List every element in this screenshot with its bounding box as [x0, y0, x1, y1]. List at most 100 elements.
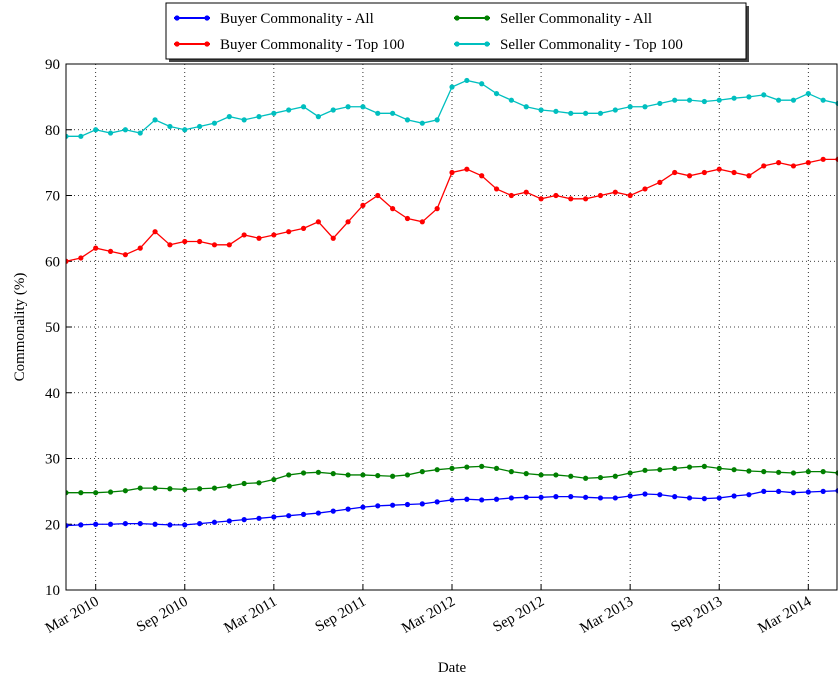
- point: [479, 497, 485, 503]
- point: [449, 465, 455, 471]
- point: [286, 472, 292, 478]
- point: [122, 252, 128, 258]
- point: [271, 476, 277, 483]
- point: [226, 242, 232, 248]
- point: [568, 110, 574, 116]
- point: [315, 114, 321, 120]
- point: [152, 117, 158, 123]
- plot-area: [66, 77, 838, 529]
- point: [701, 463, 707, 469]
- point: [404, 472, 411, 478]
- point: [271, 232, 277, 238]
- point: [449, 497, 455, 503]
- point: [107, 521, 114, 527]
- y-tick-label: 40: [45, 386, 60, 402]
- point: [746, 94, 752, 100]
- point: [360, 472, 366, 478]
- x-tick-label: Mar 2011: [221, 594, 279, 637]
- point: [66, 490, 69, 496]
- point: [761, 469, 767, 475]
- point: [642, 491, 648, 497]
- point: [493, 465, 500, 471]
- point: [330, 508, 336, 514]
- point: [137, 245, 143, 251]
- point: [776, 469, 782, 475]
- point: [197, 486, 203, 492]
- point: [286, 107, 292, 113]
- point: [657, 179, 663, 185]
- point: [479, 173, 485, 179]
- point: [167, 242, 173, 248]
- point: [612, 107, 618, 113]
- point: [66, 258, 69, 264]
- point: [583, 196, 589, 202]
- point: [211, 120, 218, 126]
- point: [686, 464, 693, 470]
- point: [672, 465, 678, 471]
- point: [256, 480, 262, 486]
- point: [597, 495, 604, 501]
- point: [419, 501, 425, 507]
- point: [404, 501, 411, 508]
- x-tick-label: Sep 2011: [313, 594, 369, 636]
- x-tick-label: Sep 2010: [134, 594, 191, 636]
- point: [553, 472, 559, 478]
- y-tick-label: 30: [45, 452, 60, 468]
- point: [627, 493, 633, 499]
- point: [716, 97, 722, 103]
- y-tick-label: 50: [45, 320, 60, 336]
- point: [375, 503, 381, 509]
- point: [449, 84, 455, 90]
- point: [93, 245, 99, 251]
- point: [805, 489, 811, 495]
- point: [226, 518, 232, 524]
- point: [597, 192, 604, 199]
- point: [390, 110, 396, 116]
- point: [286, 229, 292, 235]
- point: [746, 468, 752, 474]
- point: [404, 215, 411, 222]
- point: [701, 169, 707, 176]
- point: [167, 522, 173, 528]
- point: [375, 110, 381, 116]
- point: [315, 219, 321, 225]
- point: [657, 467, 663, 473]
- point: [419, 120, 425, 126]
- point: [701, 98, 707, 105]
- point: [152, 485, 158, 491]
- point: [538, 107, 544, 113]
- point: [464, 496, 470, 502]
- plot-frame: [65, 63, 838, 591]
- point: [390, 206, 396, 212]
- point: [66, 133, 69, 139]
- point: [820, 469, 826, 475]
- point: [731, 169, 737, 176]
- point: [345, 104, 351, 110]
- point: [464, 77, 470, 84]
- point: [330, 235, 336, 241]
- point: [93, 490, 99, 496]
- point: [686, 173, 693, 179]
- point: [256, 235, 262, 241]
- point: [701, 496, 707, 502]
- point: [523, 494, 529, 500]
- point: [790, 470, 797, 476]
- point: [122, 520, 128, 527]
- point: [479, 81, 485, 87]
- point: [553, 494, 559, 500]
- point: [226, 114, 232, 120]
- point: [78, 522, 84, 528]
- point: [612, 473, 618, 479]
- legend-marker: [174, 41, 180, 47]
- point: [152, 229, 158, 235]
- point: [152, 521, 158, 527]
- point: [538, 196, 544, 202]
- point: [820, 488, 826, 494]
- point: [523, 189, 529, 195]
- point: [107, 489, 114, 495]
- point: [404, 117, 411, 123]
- x-tick-label: Sep 2012: [490, 594, 547, 636]
- point: [761, 163, 767, 169]
- point: [464, 464, 470, 470]
- point: [790, 490, 797, 496]
